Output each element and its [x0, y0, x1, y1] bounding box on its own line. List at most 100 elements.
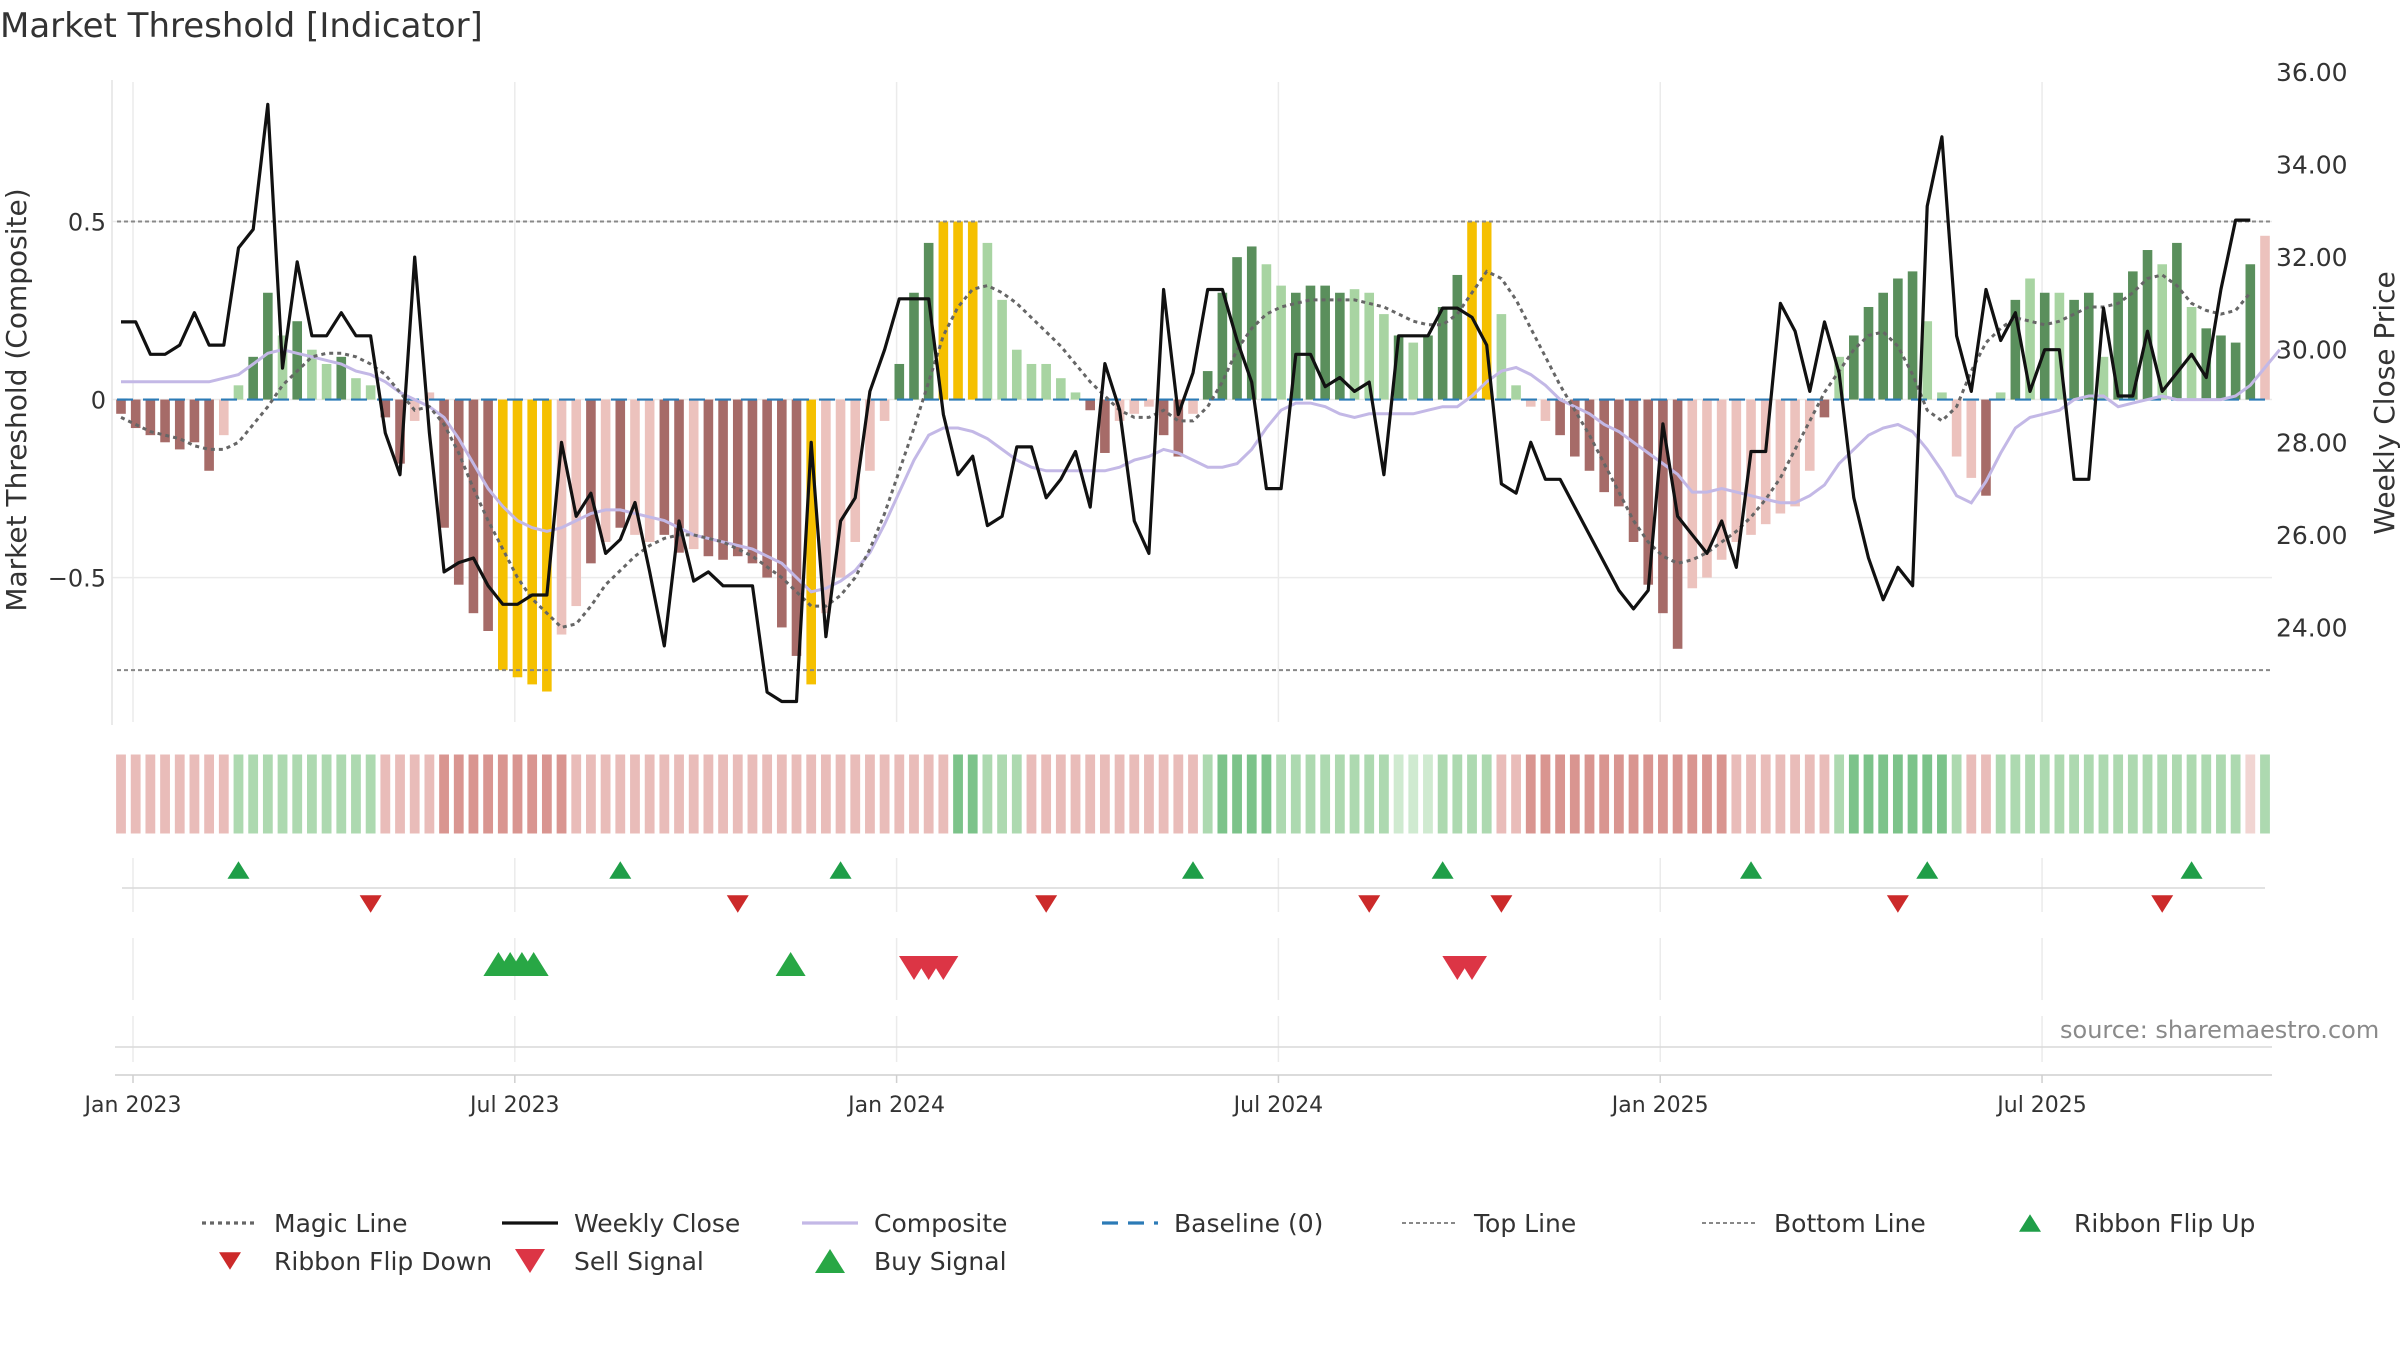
- legend-label: Top Line: [1474, 1208, 1577, 1238]
- legend-item: Composite: [800, 1205, 1007, 1241]
- composite-bar: [1819, 399, 1830, 418]
- composite-bar: [1232, 257, 1242, 400]
- composite-bar: [542, 399, 552, 692]
- y-right-axis-label: Weekly Close Price: [2368, 271, 2400, 534]
- composite-bar: [1525, 399, 1536, 407]
- legend-swatch: [1402, 1222, 1458, 1224]
- ribbon-cell: [232, 753, 245, 835]
- ribbon-cell: [1980, 753, 1992, 835]
- legend-swatch: [219, 1252, 241, 1270]
- ribbon-cell: [1862, 753, 1875, 835]
- ribbon-cell: [717, 753, 729, 835]
- composite-bar: [2216, 335, 2226, 400]
- ribbon-cell: [1789, 753, 1801, 835]
- ribbon-flip-up-marker: [1182, 861, 1204, 879]
- composite-bar: [1379, 314, 1389, 400]
- composite-bar: [2157, 264, 2168, 400]
- ribbon-cell: [1187, 753, 1199, 835]
- composite-bar: [483, 399, 493, 631]
- ribbon-cell: [1392, 753, 1405, 835]
- composite-bar: [424, 392, 435, 400]
- ribbon-cell: [1040, 753, 1053, 835]
- ribbon-cell: [1378, 753, 1390, 835]
- composite-bar: [2230, 342, 2241, 400]
- ribbon-cell: [261, 753, 274, 835]
- ribbon-cell: [2126, 753, 2139, 835]
- x-tick-label: Jan 2023: [83, 1093, 182, 1118]
- ribbon-flip-up-marker: [829, 861, 852, 879]
- composite-bar: [1100, 399, 1110, 453]
- composite-bar: [160, 399, 170, 443]
- ribbon-cell: [276, 753, 289, 835]
- composite-bar: [600, 399, 611, 542]
- ribbon-cell: [2259, 753, 2271, 835]
- ribbon-cell: [761, 753, 774, 835]
- composite-bar: [1760, 399, 1771, 525]
- legend-label: Weekly Close: [574, 1208, 741, 1238]
- composite-bar: [2054, 292, 2065, 400]
- ribbon-cell: [1759, 753, 1772, 835]
- ribbon-cell: [1642, 753, 1655, 835]
- composite-bar: [2128, 271, 2138, 400]
- ribbon-flip-up-marker: [2180, 861, 2203, 879]
- ribbon-cell: [217, 753, 230, 835]
- legend-swatch: [815, 1249, 845, 1273]
- composite-bar: [1144, 399, 1154, 407]
- ribbon-cell: [687, 753, 700, 835]
- composite-bar: [1937, 392, 1947, 400]
- composite-bar: [659, 399, 670, 535]
- composite-bar: [806, 399, 816, 685]
- composite-bar: [1188, 399, 1198, 414]
- ribbon-cell: [1451, 753, 1464, 835]
- ribbon-cell: [394, 753, 406, 835]
- composite-bar: [1070, 392, 1081, 400]
- composite-bar: [1085, 399, 1096, 411]
- chart-legend: Magic Line Weekly Close Composite Baseline …: [200, 1205, 2350, 1285]
- ribbon-cell: [937, 753, 950, 835]
- composite-bar: [1246, 246, 1257, 400]
- ribbon-cell: [452, 753, 465, 835]
- composite-bar: [1217, 292, 1228, 400]
- ribbon-cell: [364, 753, 377, 835]
- ribbon-cell: [1774, 753, 1787, 835]
- legend-label: Composite: [874, 1208, 1008, 1238]
- legend-swatch-mark: [2019, 1214, 2041, 1232]
- ribbon-cell: [1495, 753, 1508, 835]
- composite-bar: [1452, 274, 1463, 400]
- ribbon-flip-up-marker: [1916, 861, 1939, 879]
- x-tick-label: Jan 2024: [846, 1093, 945, 1118]
- ribbon-cell: [1143, 753, 1155, 835]
- x-tick-label: Jul 2023: [468, 1093, 560, 1118]
- composite-bar: [336, 356, 347, 400]
- composite-bar: [747, 399, 758, 564]
- y-right-tick-label: 32.00: [2276, 243, 2348, 272]
- composite-bar: [865, 399, 875, 471]
- composite-bar: [1922, 321, 1933, 400]
- legend-swatch-mark: [815, 1249, 845, 1273]
- ribbon-cell: [1157, 753, 1170, 835]
- ribbon-cell: [1657, 753, 1669, 835]
- ribbon-cell: [2170, 753, 2183, 835]
- composite-bar: [527, 399, 537, 685]
- composite-bar: [674, 399, 684, 553]
- ribbon-cell: [350, 753, 362, 835]
- composite-bar: [1305, 285, 1316, 400]
- composite-bar: [1570, 399, 1580, 457]
- ribbon-cell: [1348, 753, 1361, 835]
- composite-bar: [1540, 399, 1551, 421]
- legend-item: Ribbon Flip Down: [200, 1243, 492, 1279]
- composite-bar: [1408, 342, 1419, 400]
- ribbon-cell: [1686, 753, 1699, 835]
- chart-title: Market Threshold [Indicator]: [0, 6, 483, 46]
- buy-signal-marker: [775, 952, 806, 976]
- composite-bar: [997, 299, 1007, 400]
- ribbon-cell: [878, 753, 891, 835]
- composite-bar: [2098, 356, 2109, 400]
- ribbon-cell: [599, 753, 612, 835]
- composite-bar: [145, 399, 156, 436]
- ribbon-cell: [1422, 753, 1434, 835]
- composite-bar: [909, 292, 919, 400]
- composite-bar: [512, 399, 523, 678]
- composite-bar: [1423, 335, 1433, 400]
